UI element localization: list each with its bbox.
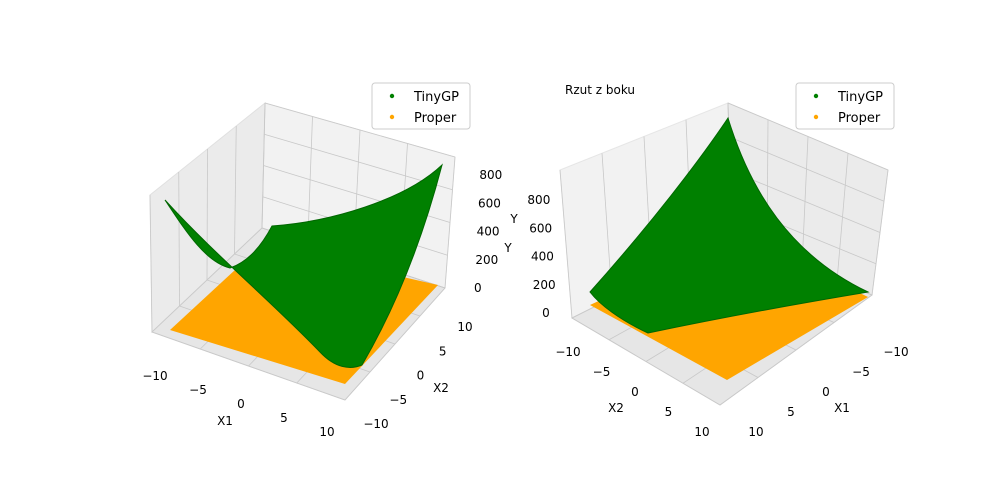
left-grid-side-1 xyxy=(178,171,180,307)
left-grid-h-3 xyxy=(264,133,453,191)
right-subplot: Rzut z boku −10 −5 0 5 10 −10 −5 0 5 10 0 200 400 6… xyxy=(527,82,909,439)
right-x-axis-label: X1 xyxy=(834,401,850,415)
left-z-tick-2: 400 xyxy=(477,225,500,239)
right-z-tick-3: 600 xyxy=(529,221,552,235)
right-legend-proper: Proper xyxy=(838,111,881,126)
right-y-tick-4: 10 xyxy=(694,425,709,439)
left-grid-side-0 xyxy=(149,194,153,333)
right-grid-h-4 xyxy=(727,102,889,171)
left-tinygp-surface xyxy=(164,163,443,368)
left-z-axis-label: Y xyxy=(503,241,512,255)
right-grid-h-3 xyxy=(728,136,885,202)
right-y-tick-labels: −10 −5 0 5 10 xyxy=(555,345,709,439)
right-x-tick-4: 10 xyxy=(748,425,763,439)
left-y-tick-2: 0 xyxy=(417,369,425,383)
right-grid-side-3 xyxy=(836,153,849,281)
right-grid-floor-b-4 xyxy=(719,294,873,406)
right-x-tick-0: −10 xyxy=(883,345,908,359)
right-x-tick-3: 5 xyxy=(787,405,795,419)
left-y-tick-0: −10 xyxy=(363,417,388,431)
left-legend-proper-marker xyxy=(389,114,395,120)
right-tinygp-surface xyxy=(589,116,870,334)
left-z-axis-label-dup: Y xyxy=(509,212,518,226)
right-grid-back-0 xyxy=(559,169,573,319)
left-x-tick-3: 5 xyxy=(280,411,288,425)
right-y-tick-0: −10 xyxy=(555,345,580,359)
left-grid-side-3 xyxy=(234,125,237,255)
left-grid-back-4 xyxy=(444,156,456,289)
left-z-tick-4: 800 xyxy=(479,168,502,182)
left-z-tick-labels: 0 200 400 600 800 xyxy=(474,168,502,295)
left-y-axis-label: X2 xyxy=(433,381,449,395)
right-x-tick-labels: −10 −5 0 5 10 xyxy=(748,345,908,439)
right-z-tick-4: 800 xyxy=(527,193,550,207)
left-grid-floor-b-4 xyxy=(344,287,446,401)
right-z-tick-0: 0 xyxy=(542,306,550,320)
right-y-tick-2: 0 xyxy=(631,385,639,399)
left-x-axis-label: X1 xyxy=(217,414,233,428)
left-grid-h-4 xyxy=(264,102,456,158)
right-legend-tinygp: TinyGP xyxy=(837,90,883,105)
left-x-tick-labels: −10 −5 0 5 10 xyxy=(142,369,334,439)
right-y-axis-label: X2 xyxy=(608,401,624,415)
left-x-tick-0: −10 xyxy=(142,369,167,383)
right-legend-tinygp-marker xyxy=(813,93,819,99)
left-legend-proper: Proper xyxy=(414,111,457,126)
left-z-tick-1: 200 xyxy=(475,253,498,267)
right-x-tick-2: 0 xyxy=(822,385,830,399)
right-z-tick-2: 400 xyxy=(531,250,554,264)
left-legend-tinygp-marker xyxy=(389,93,395,99)
right-x-tick-1: −5 xyxy=(852,365,870,379)
right-grid-side-4 xyxy=(871,169,889,296)
left-legend-tinygp: TinyGP xyxy=(413,90,459,105)
left-z-tick-3: 600 xyxy=(478,196,501,210)
right-legend-proper-marker xyxy=(813,114,819,120)
right-grid-h-2 xyxy=(729,170,881,233)
left-y-tick-1: −5 xyxy=(389,393,407,407)
left-y-tick-labels: −10−5 05 10 xyxy=(363,320,472,431)
right-y-tick-1: −5 xyxy=(593,365,611,379)
left-y-tick-3: 5 xyxy=(439,344,447,358)
right-z-tick-1: 200 xyxy=(533,278,556,292)
left-legend: TinyGP Proper xyxy=(371,82,471,130)
left-x-tick-4: 10 xyxy=(319,425,334,439)
left-grid-side-2 xyxy=(206,148,208,281)
left-x-tick-2: 0 xyxy=(237,397,245,411)
right-z-tick-labels: 0 200 400 600 800 xyxy=(527,193,555,320)
right-legend: TinyGP Proper xyxy=(795,82,895,130)
left-grid-side-4 xyxy=(261,102,266,229)
left-z-tick-0: 0 xyxy=(474,281,482,295)
right-title: Rzut z boku xyxy=(565,83,635,97)
left-x-tick-1: −5 xyxy=(189,383,207,397)
right-y-tick-3: 5 xyxy=(665,405,673,419)
left-y-tick-4: 10 xyxy=(457,320,472,334)
